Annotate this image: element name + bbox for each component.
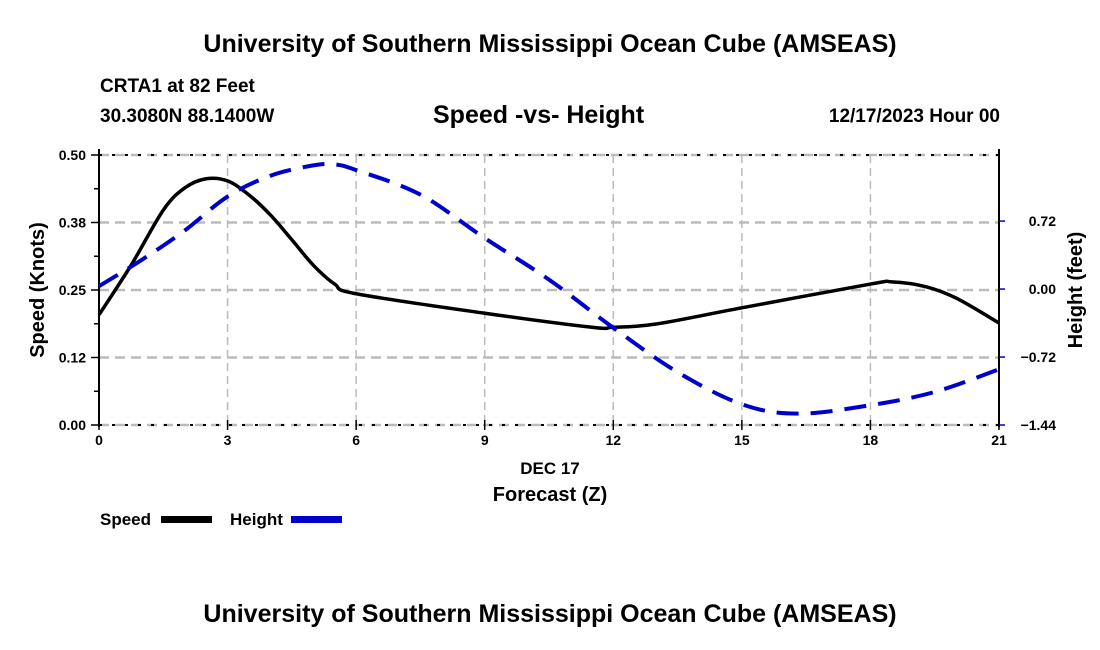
tick-labels: 0 3 6 9 12 15 18 21 0.00 0.12 0.25 0.38 0.50 −1.44 −0.…: [59, 147, 1056, 448]
y2-axis-title: Height (feet): [1065, 232, 1087, 349]
x-tick-label: 3: [224, 432, 232, 448]
legend: Speed Height: [100, 510, 342, 529]
x-tick-label: 0: [95, 432, 103, 448]
series-group: [97, 161, 1000, 416]
y-tick-label: 0.00: [59, 417, 86, 433]
grid: [99, 153, 999, 427]
x-axis-title: Forecast (Z): [493, 484, 607, 506]
station-label: CRTA1 at 82 Feet: [100, 76, 255, 97]
main-title: University of Southern Mississippi Ocean…: [203, 30, 897, 58]
x-tick-label: 6: [352, 432, 360, 448]
legend-speed-label: Speed: [100, 510, 151, 529]
x-axis-date-label: DEC 17: [520, 459, 580, 478]
coordinates-label: 30.3080N 88.1400W: [100, 106, 275, 127]
x-tick-label: 21: [991, 432, 1007, 448]
y2-tick-label: 0.72: [1029, 213, 1056, 229]
x-tick-label: 12: [605, 432, 621, 448]
y-tick-label: 0.25: [59, 282, 86, 298]
x-tick-label: 15: [734, 432, 750, 448]
footer-title: University of Southern Mississippi Ocean…: [203, 600, 897, 628]
y-axis-title: Speed (Knots): [27, 222, 49, 358]
x-tick-label: 9: [481, 432, 489, 448]
axes: [91, 149, 1005, 430]
speed-series-line: [97, 176, 1000, 331]
y2-tick-label: −1.44: [1021, 417, 1057, 433]
y2-tick-label: 0.00: [1029, 281, 1056, 297]
y2-tick-label: −0.72: [1021, 349, 1057, 365]
y-tick-label: 0.38: [59, 215, 86, 231]
forecast-datetime: 12/17/2023 Hour 00: [828, 106, 1000, 127]
legend-speed-swatch: [161, 516, 212, 523]
x-tick-label: 18: [863, 432, 879, 448]
height-series-line: [97, 161, 1000, 416]
y-tick-label: 0.12: [59, 350, 86, 366]
y-tick-label: 0.50: [59, 147, 86, 163]
legend-height-label: Height: [230, 510, 283, 529]
chart-subtitle: Speed -vs- Height: [433, 101, 645, 129]
